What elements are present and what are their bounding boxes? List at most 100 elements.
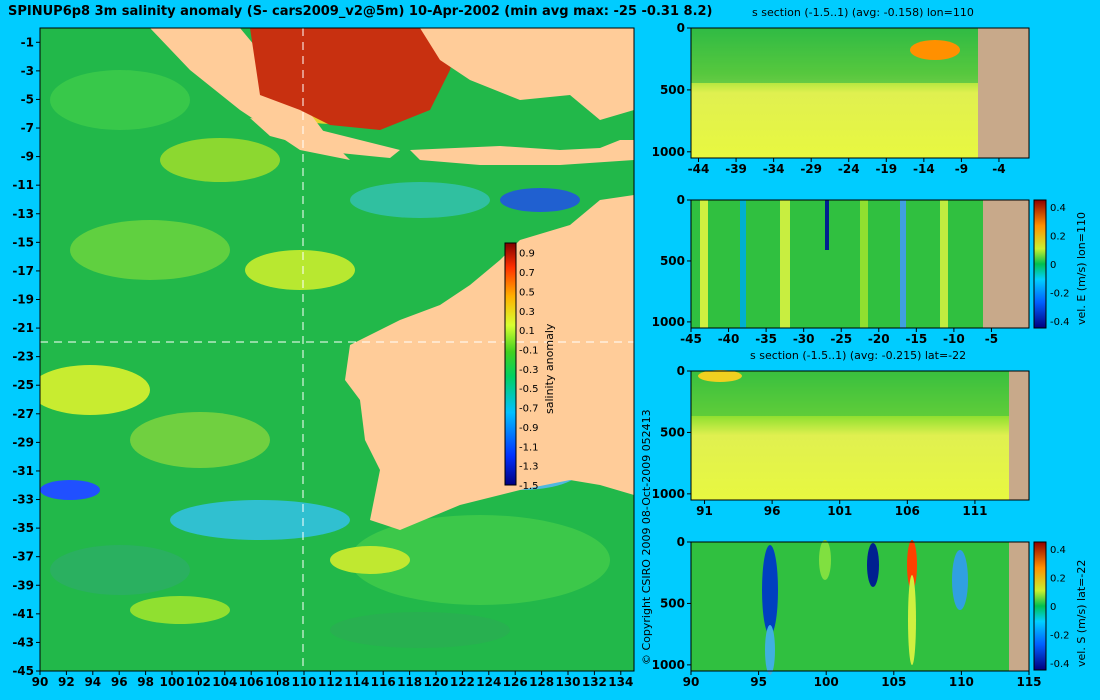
map-y-tick-label: -31 [12,464,34,478]
section1-y-tick-label: 500 [660,83,685,97]
section4-colorbar-tick-label: 0.4 [1050,545,1066,556]
map-x-tick-label: 106 [239,675,264,689]
section2-y-tick-label: 1000 [652,315,685,329]
section4-colorbar [1033,541,1047,671]
section4-colorbar-tick-label: -0.2 [1050,630,1070,641]
map-y-tick-label: -35 [12,521,34,535]
section3-land [1009,371,1029,500]
section4-colorbar-tick-label: 0 [1050,602,1056,613]
section3-x-tick-label: 91 [696,504,713,518]
section1-title: s section (-1.5..1) (avg: -0.158) lon=11… [752,6,974,19]
map-y-tick-label: -5 [21,92,34,106]
map-colorbar-ticks: 0.9 0.7 0.5 0.3 0.1 -0.1 -0.3 -0.5 -0.7 -0.9 -1.1 -… [519,249,539,492]
map-y-tick-label: -23 [12,350,34,364]
section4-x-tick-label: 105 [881,675,906,689]
map-y-tick-label: -15 [12,235,34,249]
section4-panel: 0.40.20-0.2-0.4 vel. S (m/s) lat=-22 90 9… [652,535,1088,689]
section4-x-tick-label: 95 [750,675,767,689]
section2-land [983,200,1029,328]
section2-colorbar [1033,199,1047,329]
map-x-tick-label: 114 [344,675,369,689]
map-y-tick-label: -33 [12,493,34,507]
map-colorbar-tick-label: -0.9 [519,423,539,434]
section2-colorbar-tick-label: 0 [1050,260,1056,271]
section2-y-axis: 0 500 1000 [652,193,691,329]
map-x-tick-label: 108 [265,675,290,689]
australia-land [345,195,634,530]
section3-y-axis: 0 500 1000 [652,364,691,501]
section4-land [1009,542,1029,671]
map-x-tick-label: 94 [84,675,101,689]
sulawesi-land [420,28,634,120]
section2-panel: 0.4 0.2 0 -0.2 -0.4 vel. E (m/s) lon=110 -45… [652,193,1088,346]
section3-x-axis: 91 96 101 106 111 [696,500,987,518]
map-colorbar-label: salinity anomaly [543,323,556,414]
section3-x-tick-label: 101 [827,504,852,518]
map-x-tick-label: 100 [159,675,184,689]
map-colorbar-tick-label: -0.7 [519,404,539,415]
section2-x-tick-label: -35 [755,332,777,346]
section2-x-tick-label: -40 [718,332,740,346]
section4-y-tick-label: 500 [660,596,685,610]
map-y-tick-label: -43 [12,635,34,649]
section3-x-tick-label: 111 [962,504,987,518]
section1-x-tick-label: -14 [913,162,935,176]
map-y-tick-label: -9 [21,150,34,164]
section1-panel: -44 -39 -34 -29 -24 -19 -14 -9 -4 0 500 1000 [652,21,1030,176]
section2-colorbar-tick-label: -0.4 [1050,317,1070,328]
map-y-tick-label: -27 [12,407,34,421]
map-x-tick-label: 124 [476,675,501,689]
section2-x-tick-label: -10 [943,332,965,346]
section1-x-tick-label: -29 [800,162,822,176]
map-x-tick-label: 98 [137,675,154,689]
section3-y-tick-label: 0 [677,364,685,378]
map-y-tick-label: -21 [12,321,34,335]
section4-x-tick-label: 115 [1016,675,1041,689]
section4-field [691,542,1029,671]
map-y-tick-label: -7 [21,121,34,135]
map-x-tick-label: 112 [318,675,343,689]
map-colorbar-tick-label: 0.5 [519,287,535,298]
map-frame [39,27,635,672]
map-y-tick-label: -29 [12,435,34,449]
map-colorbar-tick-label: -1.1 [519,442,539,453]
map-panel: 0.9 0.7 0.5 0.3 0.1 -0.1 -0.3 -0.5 -0.7 -0.9 -1.1 -… [12,27,635,689]
section1-x-tick-label: -4 [992,162,1005,176]
map-colorbar-tick-label: -1.5 [519,481,539,492]
map-y-tick-label: -25 [12,378,34,392]
map-x-tick-label: 134 [608,675,633,689]
section3-y-tick-label: 1000 [652,487,685,501]
section1-x-tick-label: -39 [725,162,747,176]
section4-y-tick-label: 0 [677,535,685,549]
section1-land [978,28,1029,158]
section3-panel: 91 96 101 106 111 0 500 1000 [652,364,1030,518]
map-y-tick-label: -17 [12,264,34,278]
map-y-tick-label: -37 [12,550,34,564]
map-x-tick-label: 132 [582,675,607,689]
section2-colorbar-ticks: 0.4 0.2 0 -0.2 -0.4 [1050,203,1070,328]
section4-x-tick-label: 90 [683,675,700,689]
section2-frame [690,199,1030,329]
map-x-tick-label: 120 [423,675,448,689]
map-x-tick-label: 90 [32,675,49,689]
section4-colorbar-label: vel. S (m/s) lat=-22 [1075,560,1088,667]
section1-x-tick-label: -19 [875,162,897,176]
map-colorbar-tick-label: -0.3 [519,365,539,376]
section1-frame [690,27,1030,159]
map-y-tick-label: -39 [12,578,34,592]
section1-y-tick-label: 0 [677,21,685,35]
lesser-sunda-land [410,140,634,165]
map-y-tick-label: -3 [21,64,34,78]
section1-x-tick-label: -44 [688,162,710,176]
section2-colorbar-tick-label: 0.2 [1050,232,1066,243]
map-x-tick-label: 104 [212,675,237,689]
map-y-tick-label: -19 [12,292,34,306]
map-colorbar [504,242,517,486]
map-colorbar-tick-label: 0.9 [519,249,535,260]
section4-x-axis: 90 95 100 105 110 115 [683,671,1042,689]
section2-x-tick-label: -5 [985,332,998,346]
map-colorbar-tick-label: -0.1 [519,345,539,356]
section4-x-tick-label: 110 [949,675,974,689]
section1-x-tick-label: -9 [955,162,968,176]
